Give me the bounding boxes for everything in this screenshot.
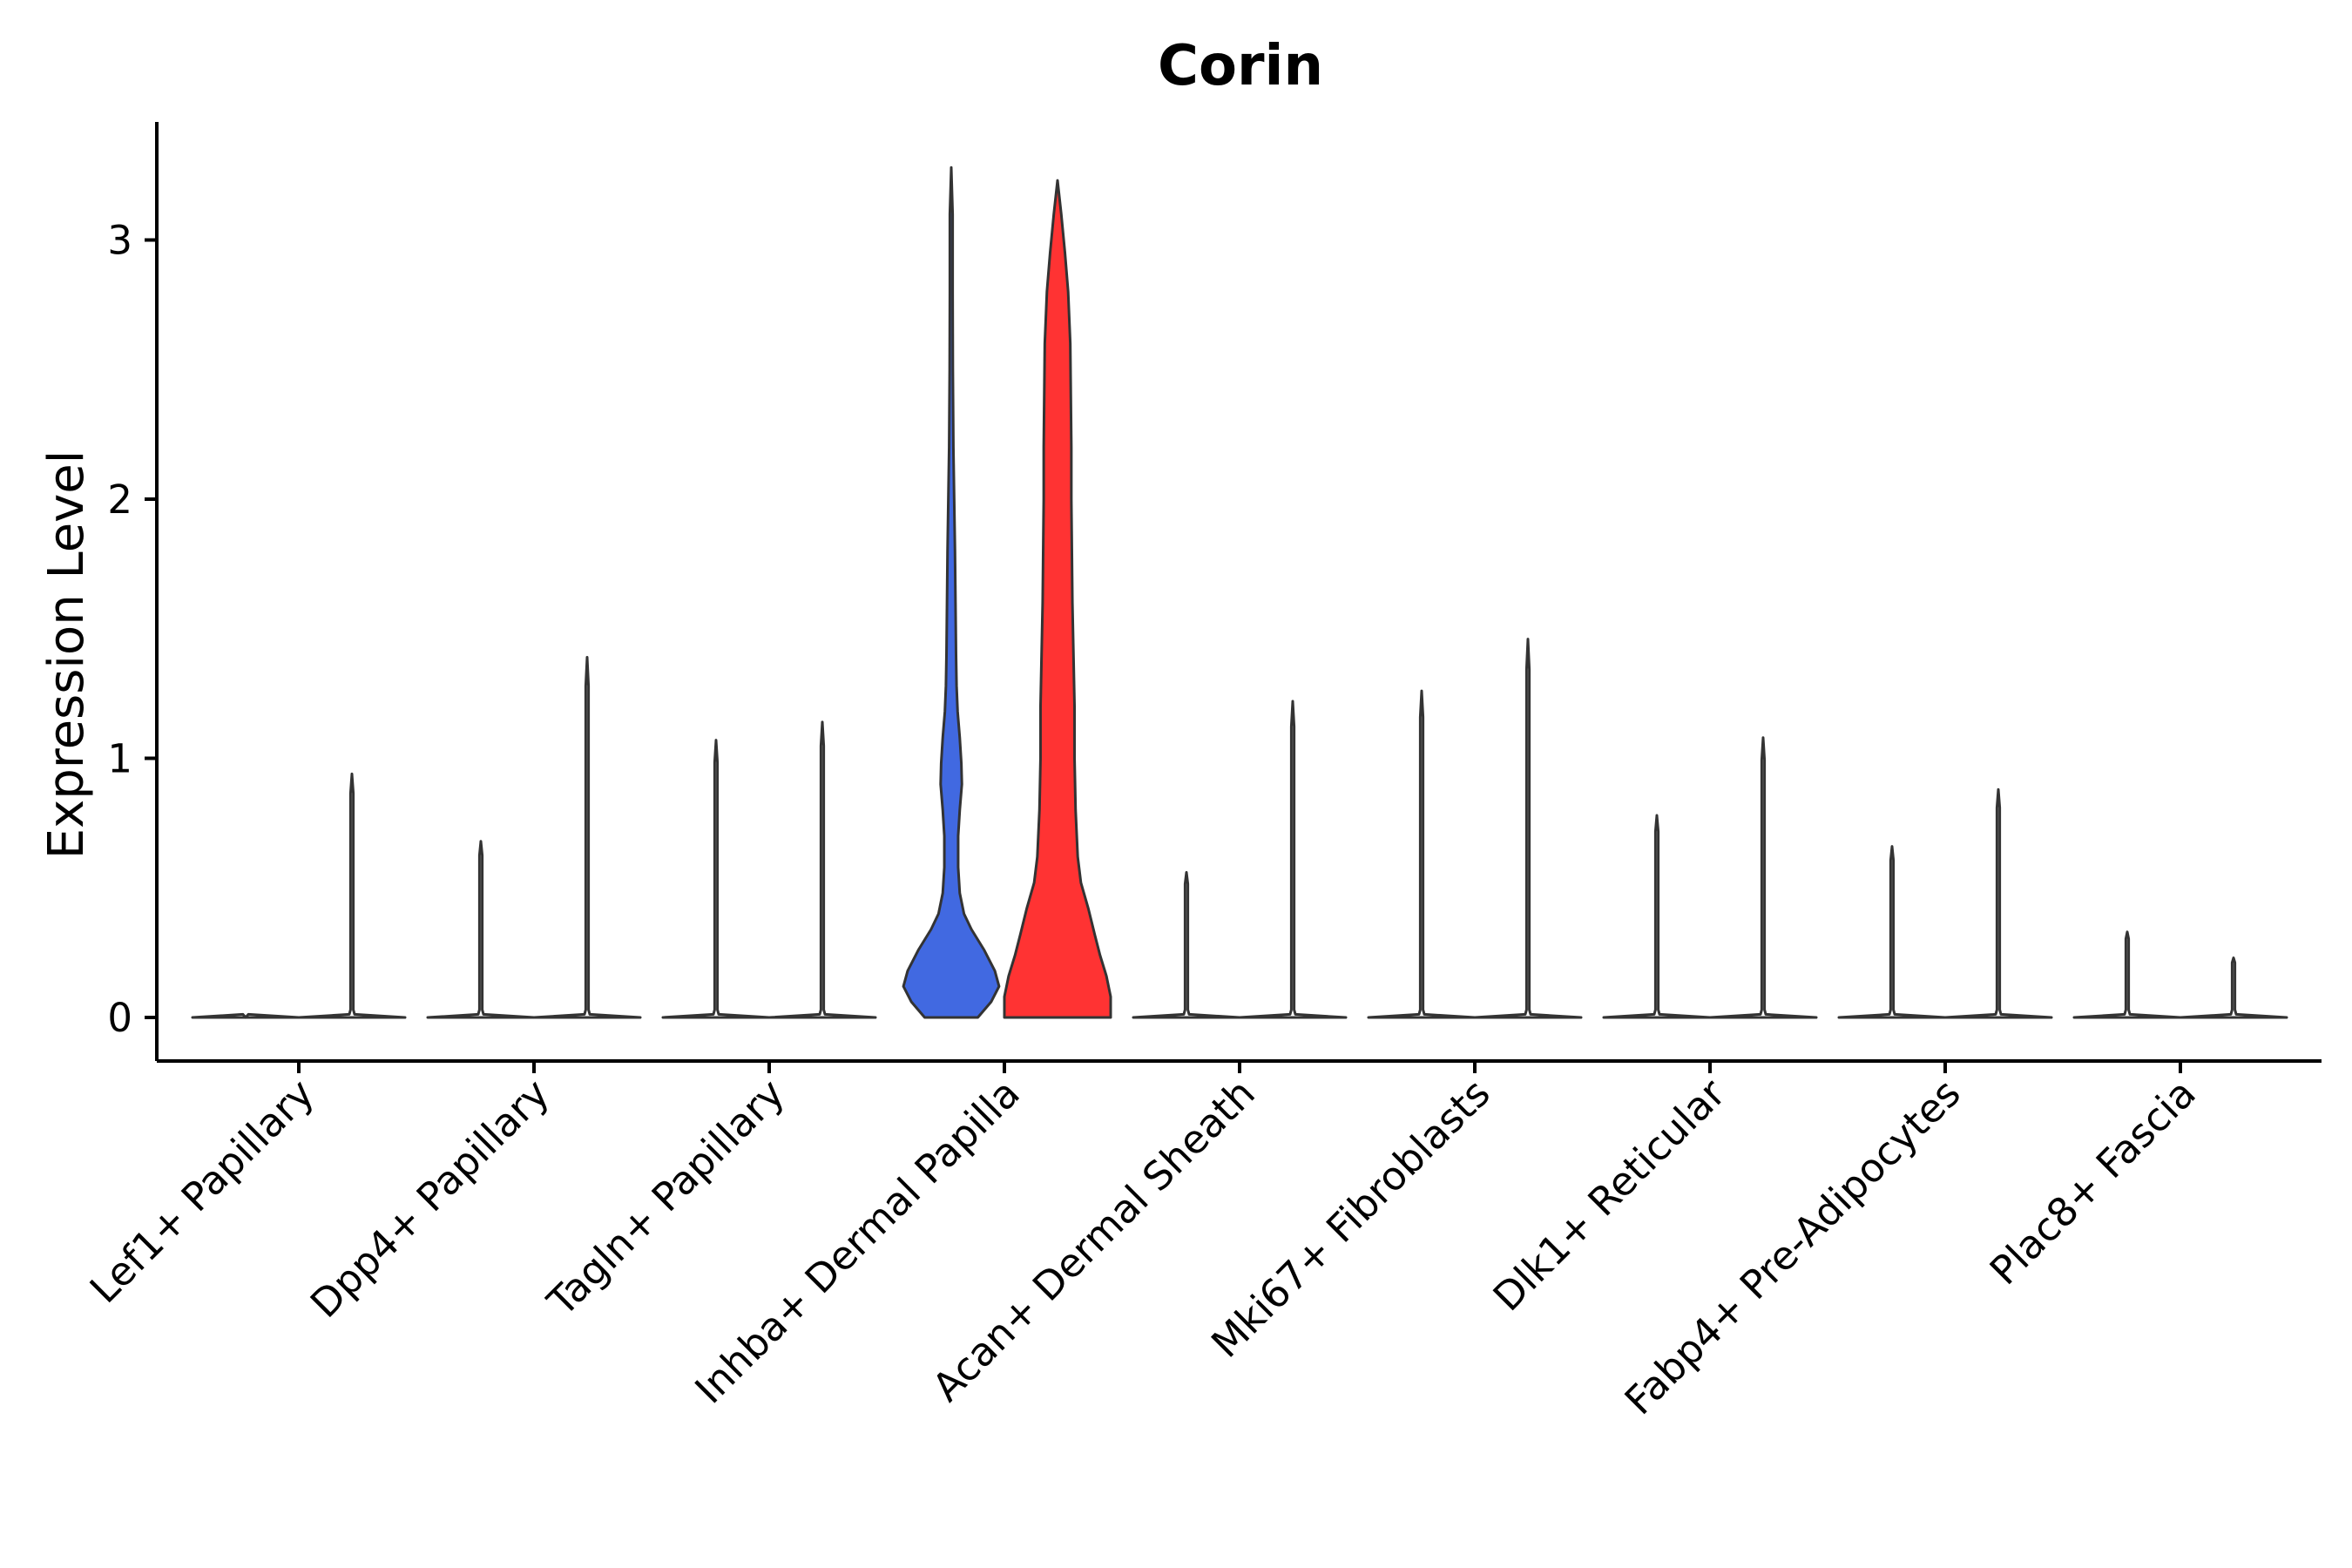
violin-2-right (532, 655, 642, 1019)
x-tick-label: Dlk1+ Reticular (1484, 1070, 1734, 1320)
plot-area (191, 166, 2288, 1019)
y-tick-label: 3 (107, 218, 132, 264)
violin-7-right (1708, 736, 1818, 1019)
violin-8-right (1943, 787, 2053, 1019)
violin-5-right (1238, 700, 1348, 1019)
x-tick-label: Dpp4+ Papillary (301, 1070, 558, 1327)
chart-title: Corin (1158, 34, 1323, 98)
violin-4-left (902, 166, 1001, 1019)
y-tick-label: 1 (107, 736, 132, 782)
violin-1-left (191, 1012, 301, 1019)
y-axis-ticks: 0 1 2 3 (107, 218, 157, 1041)
violin-7-left (1602, 814, 1712, 1019)
violin-9-right (2179, 956, 2288, 1019)
x-tick-label: Lef1+ Papillary (81, 1070, 323, 1312)
y-axis-label: Expression Level (38, 450, 95, 860)
violin-3-left (661, 739, 771, 1019)
violin-8-left (1837, 845, 1947, 1019)
violin-1-right (297, 772, 407, 1019)
x-tick-label: Plac8+ Fascia (1981, 1070, 2205, 1294)
y-tick-label: 0 (107, 995, 132, 1041)
violin-9-left (2072, 930, 2182, 1019)
violin-3-right (767, 720, 877, 1019)
violin-6-right (1473, 638, 1583, 1019)
violin-6-left (1367, 689, 1477, 1019)
y-tick-label: 2 (107, 476, 132, 523)
violin-5-left (1132, 870, 1241, 1019)
violin-2-left (426, 840, 536, 1019)
violin-4-right (1003, 179, 1112, 1019)
x-tick-label: Tagln+ Papillary (538, 1070, 794, 1325)
